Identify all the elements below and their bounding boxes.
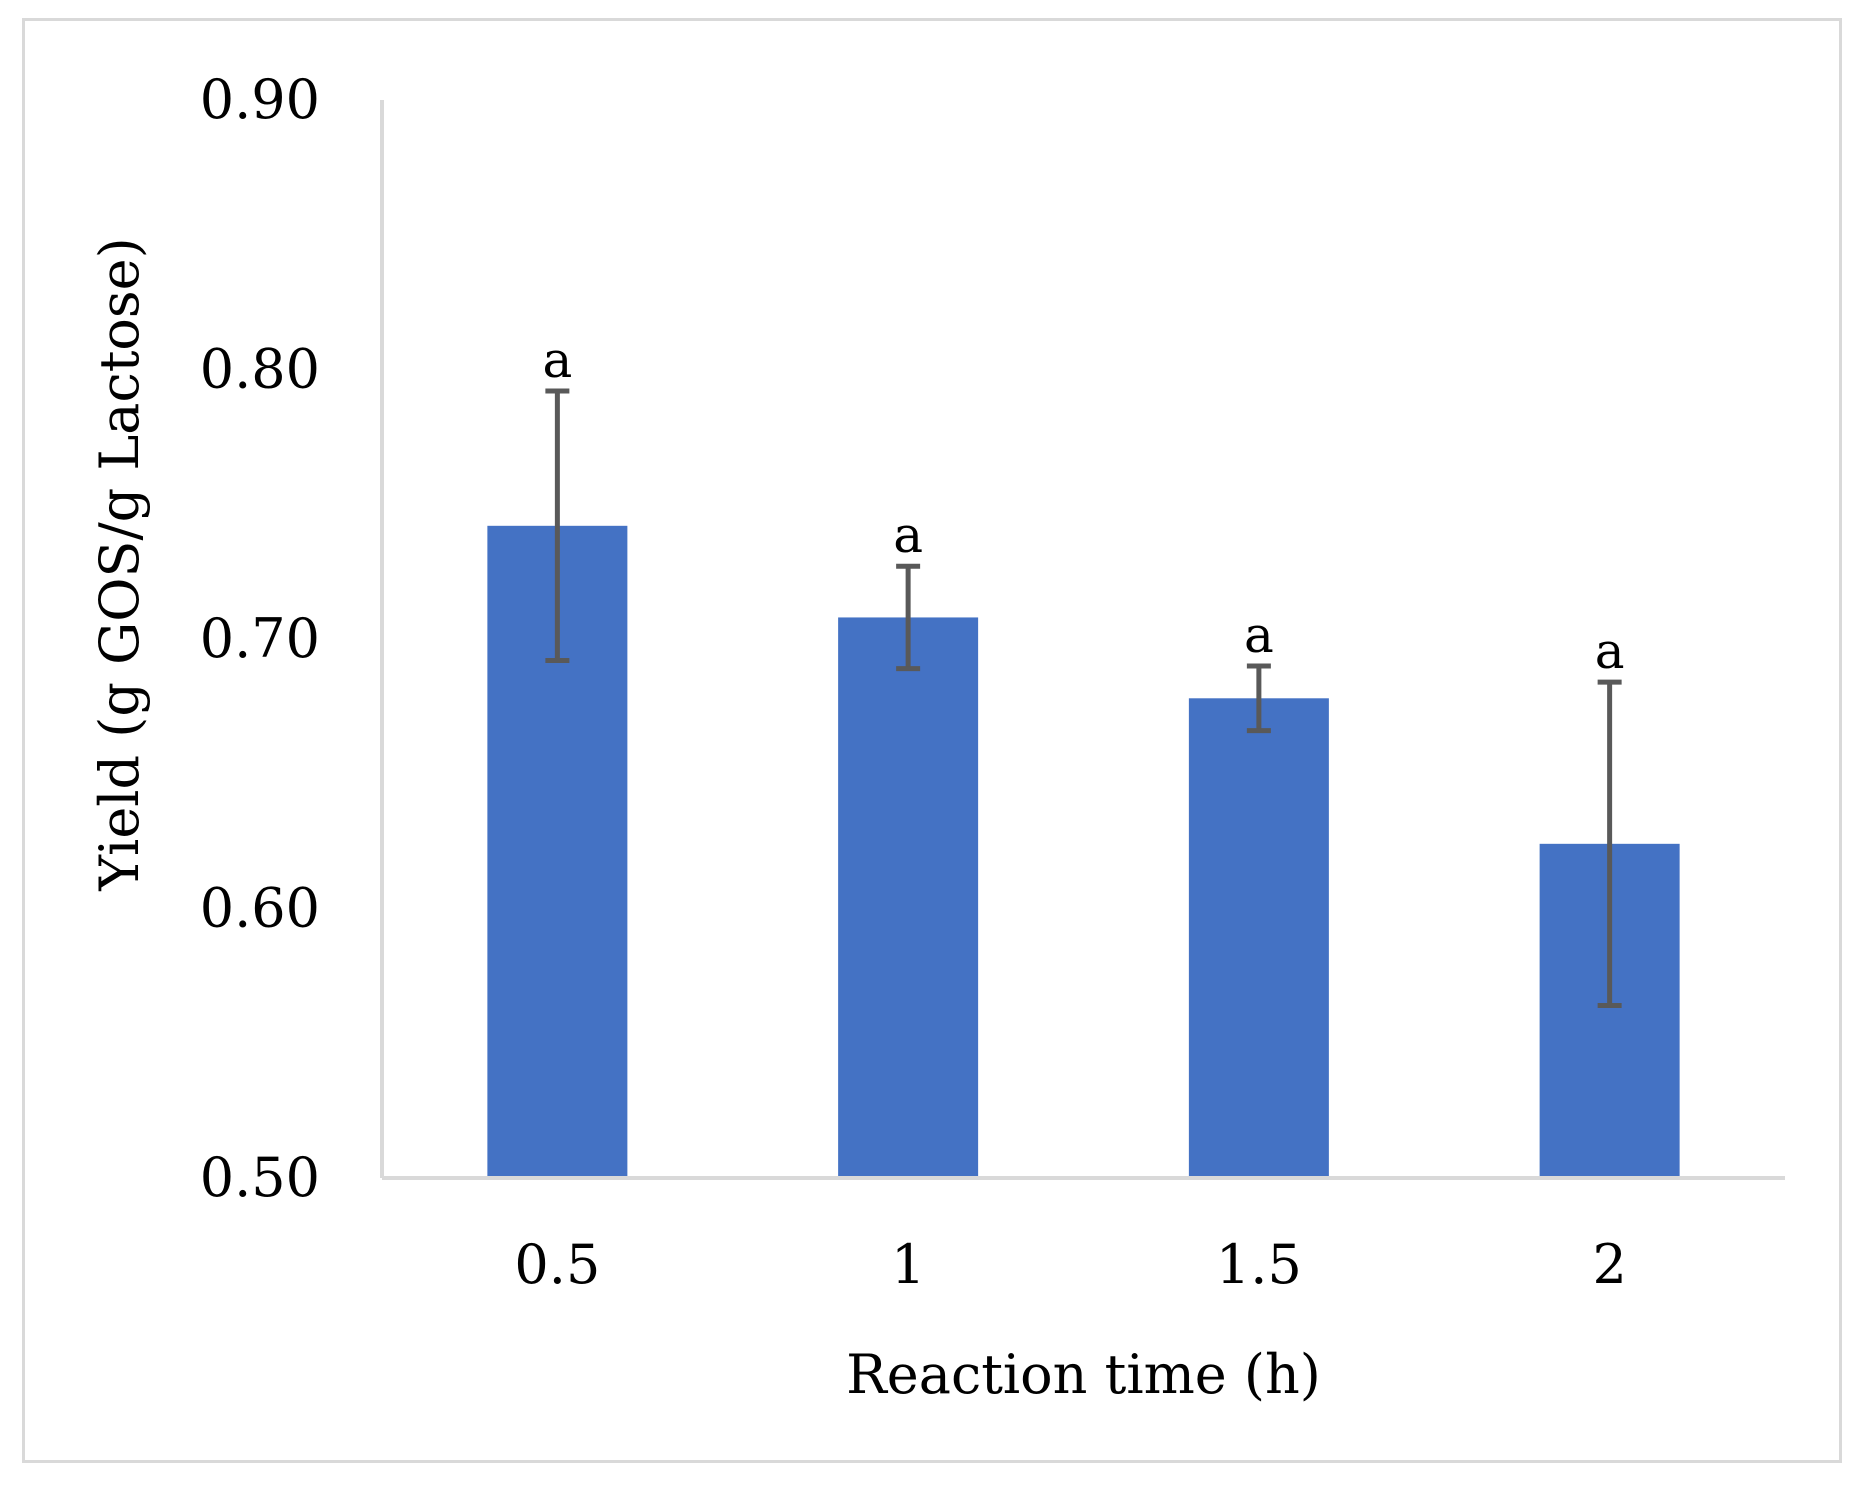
x-axis-title: Reaction time (h) — [846, 1343, 1321, 1406]
significance-label: a — [1244, 606, 1274, 664]
y-tick-label: 0.80 — [200, 338, 320, 401]
y-axis-title: Yield (g GOS/g Lactose) — [88, 237, 151, 891]
x-tick-label: 1 — [891, 1233, 925, 1296]
significance-label: a — [893, 506, 923, 564]
bars — [487, 525, 1680, 1178]
bar — [838, 617, 979, 1178]
y-axis-ticks: 0.50 0.60 0.70 0.80 0.90 — [200, 68, 320, 1209]
significance-label: a — [542, 331, 572, 389]
x-tick-label: 0.5 — [514, 1233, 600, 1296]
x-tick-label: 2 — [1592, 1233, 1626, 1296]
significance-labels: a a a a — [542, 331, 1624, 680]
y-tick-label: 0.50 — [200, 1146, 320, 1209]
error-bars — [545, 388, 1622, 1009]
y-tick-label: 0.60 — [200, 877, 320, 940]
x-tick-label: 1.5 — [1216, 1233, 1302, 1296]
significance-label: a — [1595, 622, 1625, 680]
bar — [1188, 698, 1329, 1178]
y-tick-label: 0.70 — [200, 607, 320, 670]
x-axis-ticks: 0.5 1 1.5 2 — [514, 1233, 1626, 1296]
y-tick-label: 0.90 — [200, 68, 320, 131]
